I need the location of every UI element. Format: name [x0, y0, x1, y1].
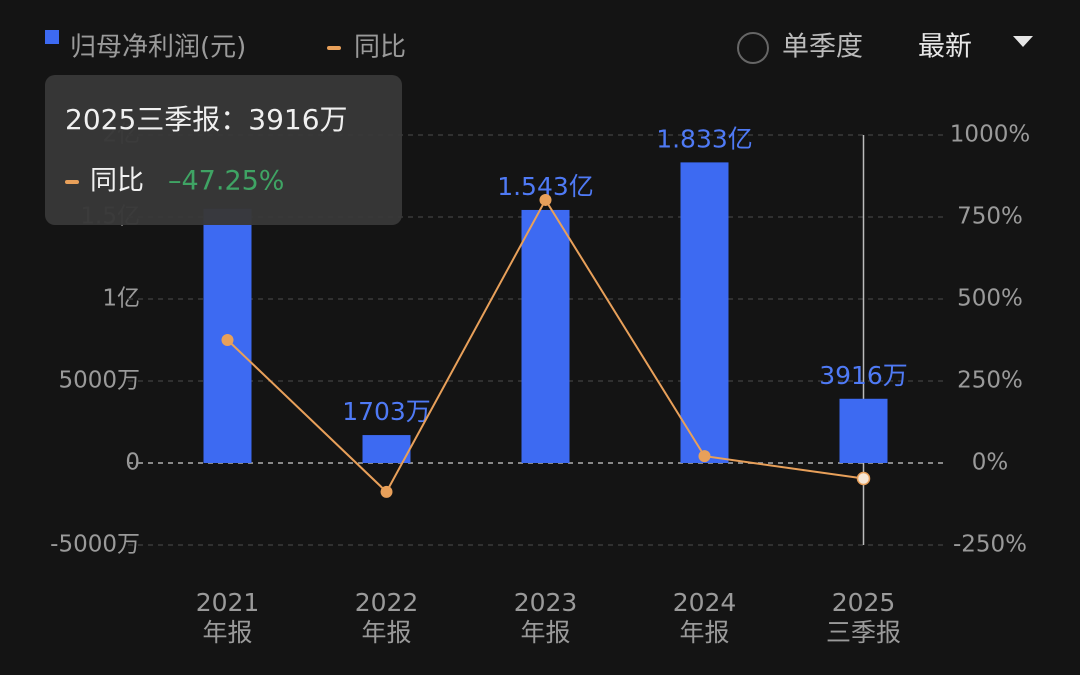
bar	[680, 162, 729, 463]
dropdown-arrow[interactable]	[1013, 36, 1033, 47]
line-point	[856, 471, 871, 486]
line-point	[380, 485, 393, 498]
mode-toggle[interactable]: 单季度	[782, 32, 863, 63]
y2-tick-label: 750%	[957, 204, 1023, 230]
tooltip-swatch	[65, 180, 79, 184]
x-tick-label: 2024 年报	[673, 588, 737, 647]
y2-tick-label: 250%	[957, 368, 1023, 394]
x-tick-label: 2021 年报	[196, 588, 260, 647]
line-point	[221, 334, 234, 346]
legend-swatch	[45, 30, 59, 44]
y-tick-label: -5000万	[50, 532, 140, 558]
tooltip-title: 2025三季报：3916万	[65, 103, 348, 136]
legend-label[interactable]: 同比	[354, 33, 406, 63]
y2-tick-label: -250%	[953, 532, 1027, 558]
line-point	[539, 193, 552, 206]
legend-swatch	[327, 46, 341, 50]
tooltip-value: –47.25%	[168, 166, 284, 197]
y-tick-label: 1亿	[102, 286, 140, 312]
x-tick-label: 2025 三季报	[826, 588, 901, 647]
x-tick-label: 2023 年报	[514, 588, 578, 647]
tooltip: 2025三季报：3916万 同比 –47.25%	[45, 75, 402, 225]
y-tick-label: 5000万	[58, 368, 140, 394]
y2-tick-label: 1000%	[950, 122, 1030, 148]
sort-dropdown[interactable]: 最新	[918, 32, 972, 63]
x-tick-label: 2022 年报	[355, 588, 419, 647]
tooltip-box	[45, 75, 402, 225]
y2-tick-label: 0%	[972, 450, 1009, 476]
radio[interactable]	[737, 32, 769, 64]
data-label: 1.833亿	[656, 124, 753, 153]
data-label: 1703万	[342, 397, 431, 426]
legend-label[interactable]: 归母净利润(元)	[70, 33, 246, 63]
data-label: 3916万	[819, 361, 908, 390]
y2-tick-label: 500%	[957, 286, 1023, 312]
bar	[362, 435, 411, 463]
line-point	[698, 450, 711, 463]
bar	[839, 398, 888, 463]
tooltip-series: 同比	[90, 166, 144, 197]
bar	[521, 209, 570, 463]
